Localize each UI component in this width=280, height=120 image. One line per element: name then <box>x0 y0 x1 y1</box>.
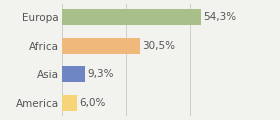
Bar <box>62 95 77 111</box>
Text: 6,0%: 6,0% <box>79 98 106 108</box>
Bar <box>62 38 140 54</box>
Text: 9,3%: 9,3% <box>88 69 114 79</box>
Text: 54,3%: 54,3% <box>203 12 236 22</box>
Text: 30,5%: 30,5% <box>142 41 175 51</box>
Bar <box>62 66 85 82</box>
Bar <box>62 9 201 25</box>
